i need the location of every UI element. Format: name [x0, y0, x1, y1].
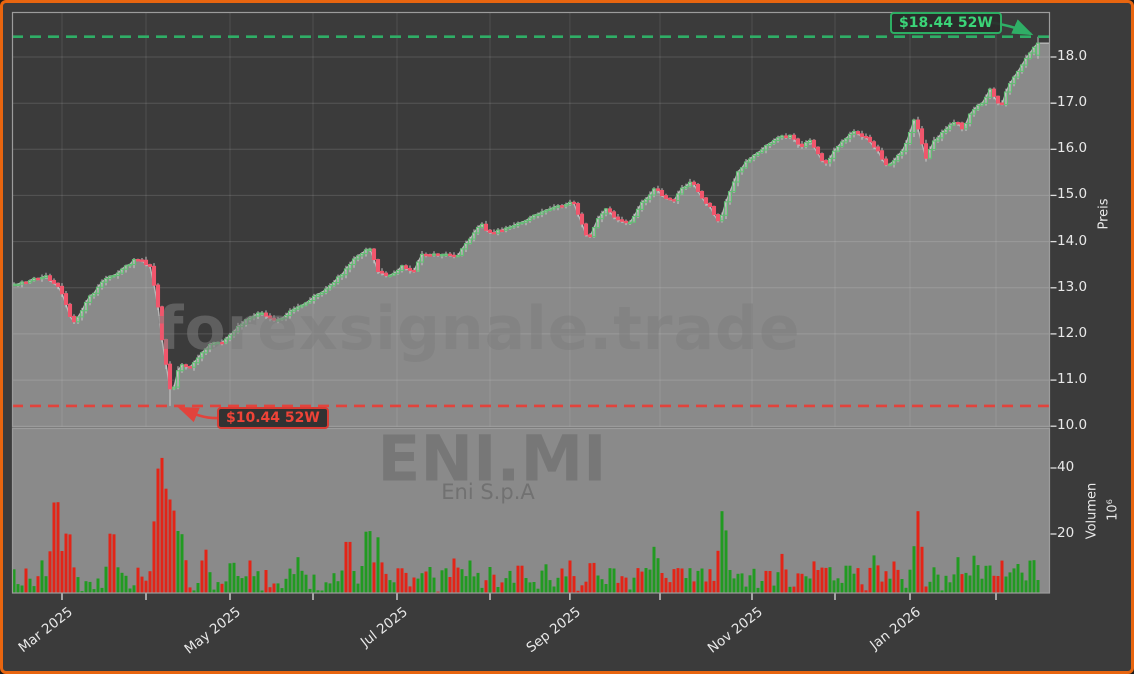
gridlines [12, 12, 1050, 427]
volume-axis-title: Volumen [1084, 482, 1100, 540]
price-panel-border [11, 11, 1051, 428]
low-52w-badge: $10.44 52W [217, 407, 329, 429]
volume-panel-border [11, 427, 1051, 594]
tick-marks [61, 56, 1057, 600]
volume-bars-layer [12, 457, 1040, 594]
candles-layer [11, 36, 1041, 406]
price-axis-title: Preis [1096, 198, 1112, 230]
volume-axis-unit: 10⁶ [1105, 499, 1121, 521]
price-area-fill [12, 43, 1050, 427]
high-52w-badge: $18.44 52W [890, 12, 1002, 34]
low-arrow [177, 406, 220, 423]
